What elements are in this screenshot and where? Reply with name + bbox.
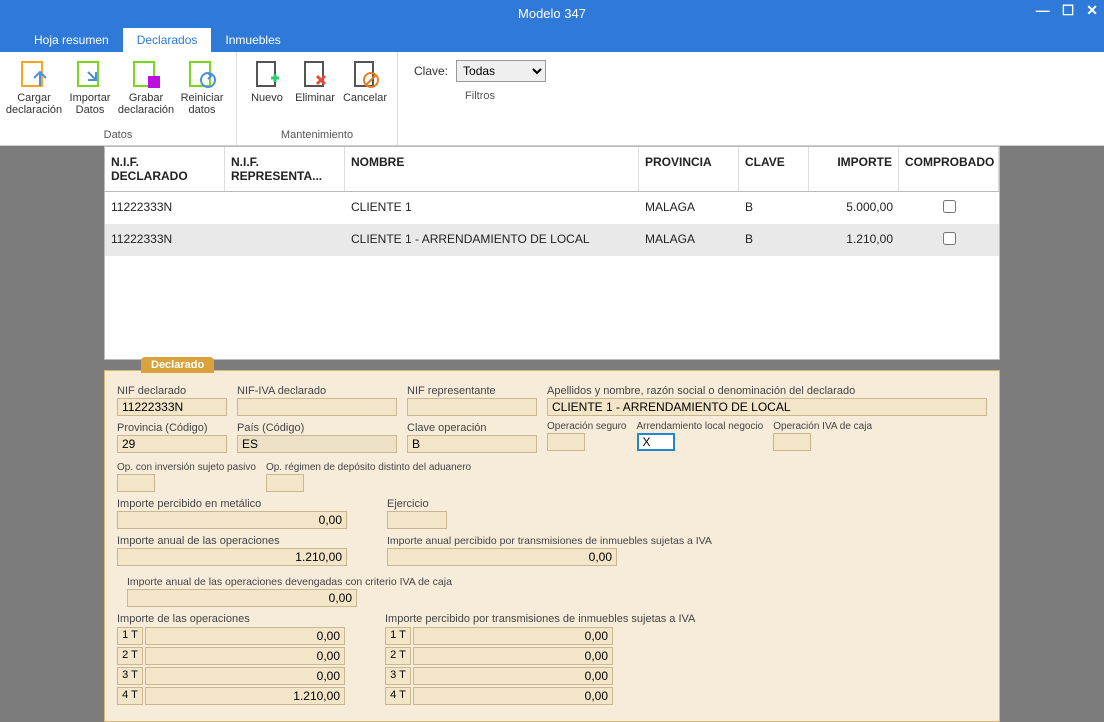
- col-importe[interactable]: IMPORTE: [809, 147, 899, 191]
- load-icon: [18, 58, 50, 90]
- tab-inmuebles[interactable]: Inmuebles: [211, 28, 294, 52]
- reset-icon: [186, 58, 218, 90]
- clave-filter-select[interactable]: Todas: [456, 60, 546, 82]
- table-row[interactable]: 11222333N CLIENTE 1 - ARRENDAMIENTO DE L…: [105, 224, 999, 256]
- provincia-input[interactable]: [117, 435, 227, 453]
- minimize-icon[interactable]: —: [1036, 2, 1050, 19]
- col-nombre[interactable]: NOMBRE: [345, 147, 639, 191]
- anual-trans-input[interactable]: [387, 548, 617, 566]
- close-icon[interactable]: ✕: [1086, 2, 1098, 19]
- maximize-icon[interactable]: ☐: [1062, 2, 1075, 19]
- titlebar: Modelo 347 — ☐ ✕: [0, 0, 1104, 26]
- new-icon: [251, 58, 283, 90]
- nombre-input[interactable]: [547, 398, 987, 416]
- comprobado-checkbox[interactable]: [943, 232, 956, 245]
- op-inversion-input[interactable]: [117, 474, 155, 492]
- col-nif[interactable]: N.I.F. DECLARADO: [105, 147, 225, 191]
- ribbon-group-mant-label: Mantenimiento: [237, 129, 397, 145]
- clave-filter-label: Clave:: [414, 64, 448, 78]
- trans-q1-input[interactable]: [413, 627, 613, 645]
- ops-q1-input[interactable]: [145, 627, 345, 645]
- save-icon: [130, 58, 162, 90]
- cancelar-button[interactable]: Cancelar: [339, 56, 391, 129]
- reiniciar-datos-button[interactable]: Reiniciar datos: [174, 56, 230, 129]
- ops-q2-input[interactable]: [145, 647, 345, 665]
- pais-input[interactable]: [237, 435, 397, 453]
- grabar-declaracion-button[interactable]: Grabar declaración: [118, 56, 174, 129]
- main-tabs: Hoja resumen Declarados Inmuebles: [0, 26, 1104, 52]
- eliminar-button[interactable]: Eliminar: [291, 56, 339, 129]
- col-rep[interactable]: N.I.F. REPRESENTA...: [225, 147, 345, 191]
- trans-q2-input[interactable]: [413, 647, 613, 665]
- window-title: Modelo 347: [518, 6, 586, 21]
- table-row[interactable]: 11222333N CLIENTE 1 MALAGA B 5.000,00: [105, 192, 999, 224]
- ejercicio-input[interactable]: [387, 511, 447, 529]
- declarado-tab-label: Declarado: [141, 357, 214, 373]
- trans-q3-input[interactable]: [413, 667, 613, 685]
- nif-iva-input[interactable]: [237, 398, 397, 416]
- cargar-declaracion-button[interactable]: Cargar declaración: [6, 56, 62, 129]
- nif-declarado-input[interactable]: [117, 398, 227, 416]
- delete-icon: [299, 58, 331, 90]
- trans-q4-input[interactable]: [413, 687, 613, 705]
- anual-ops-input[interactable]: [117, 548, 347, 566]
- cancel-icon: [349, 58, 381, 90]
- col-provincia[interactable]: PROVINCIA: [639, 147, 739, 191]
- tab-declarados[interactable]: Declarados: [123, 28, 212, 52]
- col-clave[interactable]: CLAVE: [739, 147, 809, 191]
- tab-hoja-resumen[interactable]: Hoja resumen: [20, 28, 123, 52]
- ops-q3-input[interactable]: [145, 667, 345, 685]
- ops-q4-input[interactable]: [145, 687, 345, 705]
- op-seguro-input[interactable]: [547, 433, 585, 451]
- col-comprobado[interactable]: COMPROBADO: [899, 147, 999, 191]
- ribbon: Cargar declaración Importar Datos Grabar…: [0, 52, 1104, 146]
- importar-datos-button[interactable]: Importar Datos: [62, 56, 118, 129]
- nif-rep-input[interactable]: [407, 398, 537, 416]
- declarados-grid: N.I.F. DECLARADO N.I.F. REPRESENTA... NO…: [104, 146, 1000, 360]
- comprobado-checkbox[interactable]: [943, 200, 956, 213]
- ribbon-group-datos-label: Datos: [0, 129, 236, 145]
- import-icon: [74, 58, 106, 90]
- nuevo-button[interactable]: Nuevo: [243, 56, 291, 129]
- op-deposito-input[interactable]: [266, 474, 304, 492]
- arrendamiento-input[interactable]: [637, 433, 675, 451]
- metalico-input[interactable]: [117, 511, 347, 529]
- op-iva-caja-input[interactable]: [773, 433, 811, 451]
- declarado-panel: Declarado NIF declarado NIF-IVA declarad…: [104, 370, 1000, 722]
- clave-input[interactable]: [407, 435, 537, 453]
- anual-iva-caja-input[interactable]: [127, 589, 357, 607]
- ribbon-group-filtros-label: Filtros: [398, 90, 562, 106]
